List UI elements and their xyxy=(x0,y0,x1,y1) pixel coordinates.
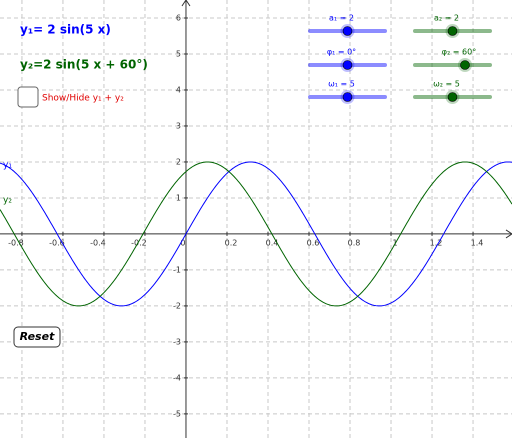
slider-label: a₁ = 2 xyxy=(329,14,354,23)
slider-knob[interactable] xyxy=(342,60,353,70)
x-tick-label: 0.6 xyxy=(307,238,320,247)
x-tick-label: 0.8 xyxy=(348,238,361,247)
slider-knob[interactable] xyxy=(342,92,353,102)
y-tick-label: 4 xyxy=(176,85,181,94)
slider-knob[interactable] xyxy=(447,92,458,102)
checkbox[interactable] xyxy=(17,86,39,108)
x-tick-label: -0.8 xyxy=(8,238,24,247)
y-tick-label: -5 xyxy=(173,409,181,418)
slider-label: φ₂ = 60° xyxy=(442,48,476,57)
slider-label: a₂ = 2 xyxy=(434,14,459,23)
sliders: a₁ = 2 φ₁ = 0° ω₁ = 5 a₂ = 2 φ₂ = 60° ω₂ = 5 xyxy=(308,14,492,104)
x-tick-label: 0.2 xyxy=(225,238,238,247)
y-tick-label: -3 xyxy=(173,337,181,346)
slider-label: φ₁ = 0° xyxy=(327,48,356,57)
curve-label-1: y₁ xyxy=(3,161,12,171)
x-tick-label: -0.6 xyxy=(49,238,65,247)
y-tick-label: -2 xyxy=(173,301,181,310)
y-tick-label: 5 xyxy=(176,49,181,58)
y-axis-arrow xyxy=(181,0,191,7)
slider-label: ω₂ = 5 xyxy=(433,80,460,89)
slider-label: ω₁ = 5 xyxy=(328,80,355,89)
controls: y₁= 2 sin(5 x) y₂=2 sin(5 x + 60°) Show/… xyxy=(3,23,148,348)
reset-button-label[interactable]: Reset xyxy=(20,330,55,343)
y-tick-label: 3 xyxy=(176,121,181,130)
slider-knob[interactable] xyxy=(447,26,458,36)
slider-knob[interactable] xyxy=(460,60,470,70)
x-tick-label: 1.4 xyxy=(471,238,484,247)
function-curve xyxy=(0,161,512,307)
equation-2: y₂=2 sin(5 x + 60°) xyxy=(20,58,148,72)
curve-label-2: y₂ xyxy=(3,196,12,206)
x-tick-label: 0.4 xyxy=(266,238,279,247)
y-tick-label: 2 xyxy=(176,157,181,166)
y-tick-label: -4 xyxy=(173,373,181,382)
y-tick-label: 1 xyxy=(176,193,181,202)
x-tick-label: 0 xyxy=(180,238,185,247)
x-axis-arrow xyxy=(505,229,512,239)
x-tick-label: -0.2 xyxy=(131,238,147,247)
reset-button[interactable] xyxy=(13,326,61,348)
slider-knob[interactable] xyxy=(342,26,353,36)
checkbox-label[interactable]: Show/Hide y₁ + y₂ xyxy=(42,94,124,104)
x-tick-label: -0.4 xyxy=(90,238,106,247)
equation-1: y₁= 2 sin(5 x) xyxy=(20,23,111,37)
curves xyxy=(0,161,512,307)
y-tick-label: -1 xyxy=(173,265,181,274)
function-curve xyxy=(0,161,512,307)
x-tick-label: 1.2 xyxy=(430,238,443,247)
y-tick-label: 6 xyxy=(176,13,181,22)
